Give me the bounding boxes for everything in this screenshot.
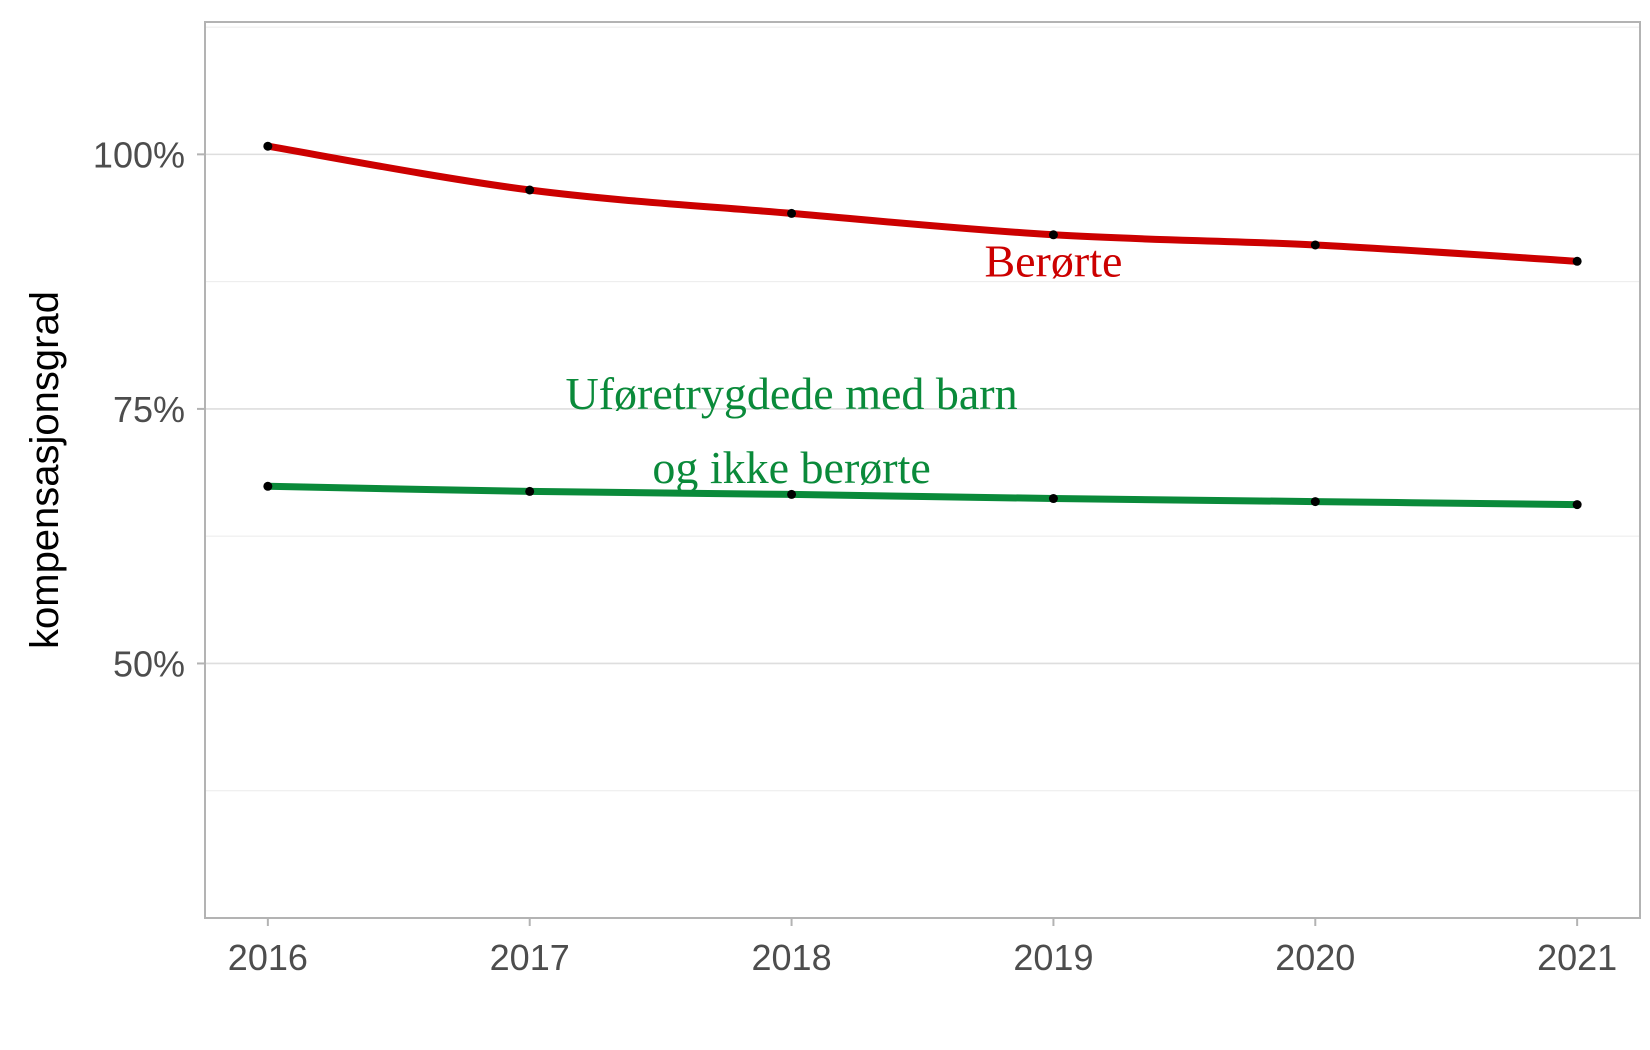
y-axis-title: kompensasjonsgrad xyxy=(23,291,67,649)
data-point-series-1 xyxy=(1048,230,1058,240)
x-tick-label: 2019 xyxy=(1013,937,1093,978)
series-label-1: Berørte xyxy=(984,236,1122,287)
plot-panel-border xyxy=(204,21,1641,919)
x-axis: 2016 2017 2018 2019 2020 2021 xyxy=(228,918,1617,978)
data-point-series-1 xyxy=(787,208,797,218)
y-tick-label: 100% xyxy=(93,134,185,175)
x-tick-label: 2017 xyxy=(490,937,570,978)
data-point-series-2 xyxy=(525,486,535,496)
y-tick-label: 50% xyxy=(113,643,185,684)
y-axis: 50% 75% 100% xyxy=(93,134,205,684)
data-point-series-1 xyxy=(525,185,535,195)
data-point-series-1 xyxy=(1572,256,1582,266)
data-point-series-2 xyxy=(263,481,273,491)
data-point-series-2 xyxy=(1048,494,1058,504)
x-tick-label: 2018 xyxy=(752,937,832,978)
data-point-series-1 xyxy=(263,141,273,151)
series-label-2: og ikke berørte xyxy=(652,442,930,493)
x-tick-label: 2016 xyxy=(228,937,308,978)
gridlines xyxy=(205,26,1640,792)
x-tick-label: 2021 xyxy=(1537,937,1617,978)
y-tick-label: 75% xyxy=(113,389,185,430)
series-labels: Berørte Uføretrygdede med barn og ikke ber… xyxy=(565,236,1122,493)
series-label-2: Uføretrygdede med barn xyxy=(565,368,1017,419)
series-line-2 xyxy=(264,482,1581,509)
x-tick-label: 2020 xyxy=(1275,937,1355,978)
data-point-series-2 xyxy=(1310,497,1320,507)
data-points xyxy=(263,141,1582,510)
data-point-series-2 xyxy=(787,489,797,499)
series-lines xyxy=(264,142,1581,509)
data-point-series-1 xyxy=(1310,240,1320,250)
series-line-1 xyxy=(264,142,1581,265)
data-point-series-2 xyxy=(1572,500,1582,510)
